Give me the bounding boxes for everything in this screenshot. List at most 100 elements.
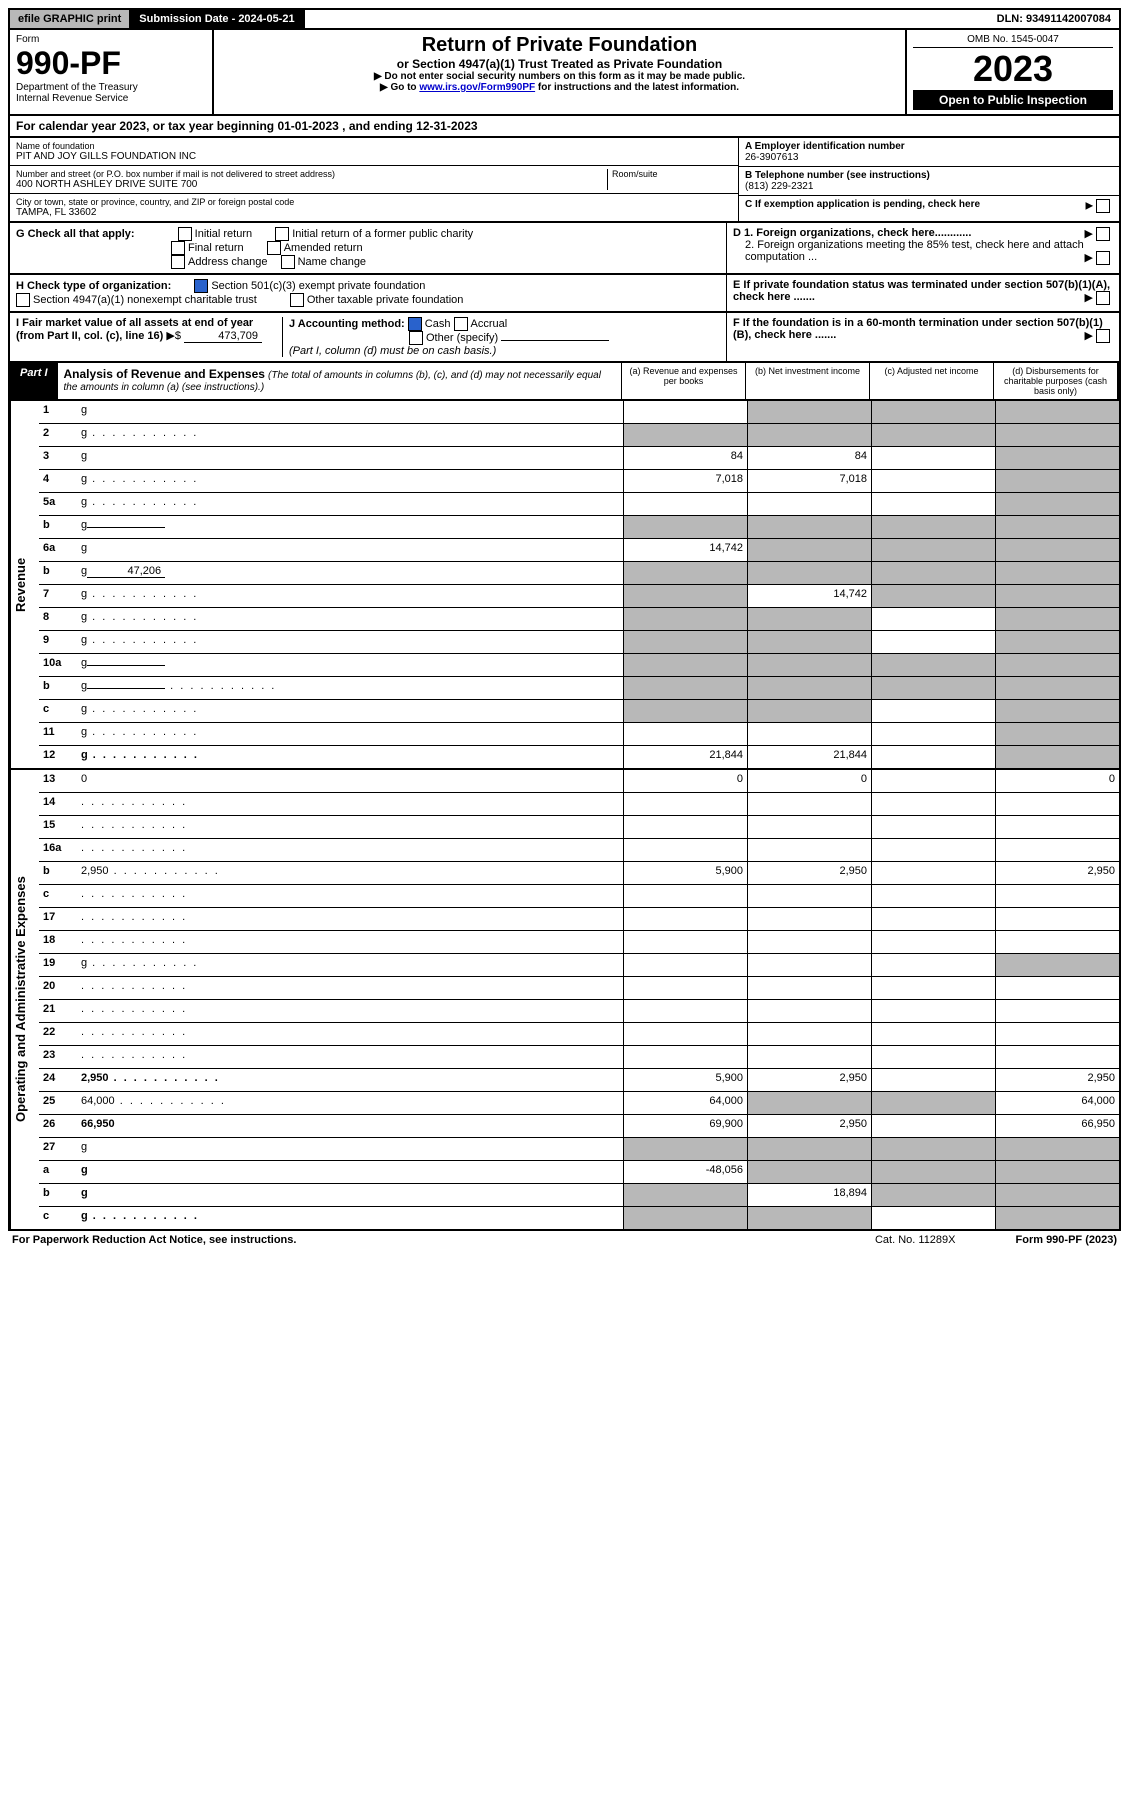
j-other[interactable]: [409, 331, 423, 345]
col-a-value: [623, 585, 747, 607]
line-description: g: [77, 1138, 623, 1160]
col-a-value: 5,900: [623, 862, 747, 884]
col-a-value: [623, 839, 747, 861]
col-a-header: (a) Revenue and expenses per books: [621, 363, 745, 399]
line-number: 13: [39, 770, 77, 792]
ein: 26-3907613: [745, 152, 1113, 163]
line-description: 64,000: [77, 1092, 623, 1114]
col-a-value: -48,056: [623, 1161, 747, 1183]
revenue-side-label: Revenue: [10, 401, 39, 768]
form-title: Return of Private Foundation: [220, 34, 899, 57]
col-a-value: 14,742: [623, 539, 747, 561]
foundation-name: PIT AND JOY GILLS FOUNDATION INC: [16, 151, 732, 162]
dln: DLN: 93491142007084: [989, 10, 1119, 28]
line-description: g: [77, 1161, 623, 1183]
col-b-value: [747, 608, 871, 630]
table-row: 9g: [39, 631, 1119, 654]
j-accrual[interactable]: [454, 317, 468, 331]
col-a-value: [623, 677, 747, 699]
col-d-value: 2,950: [995, 862, 1119, 884]
col-c-value: [871, 977, 995, 999]
g-name-change[interactable]: [281, 255, 295, 269]
table-row: bg: [39, 516, 1119, 539]
col-c-value: [871, 816, 995, 838]
col-c-value: [871, 1138, 995, 1160]
line-description: [77, 839, 623, 861]
h-other-taxable[interactable]: [290, 293, 304, 307]
form-subtitle: or Section 4947(a)(1) Trust Treated as P…: [220, 57, 899, 71]
col-c-value: [871, 931, 995, 953]
f-checkbox[interactable]: [1096, 329, 1110, 343]
j-note: (Part I, column (d) must be on cash basi…: [289, 345, 496, 357]
f-label: F If the foundation is in a 60-month ter…: [733, 317, 1103, 341]
g-amended[interactable]: [267, 241, 281, 255]
table-row: cg: [39, 700, 1119, 723]
line-description: [77, 1023, 623, 1045]
table-row: 18: [39, 931, 1119, 954]
col-c-value: [871, 677, 995, 699]
col-a-value: 0: [623, 770, 747, 792]
line-number: 11: [39, 723, 77, 745]
line-description: g: [77, 539, 623, 561]
i-j-f-row: I Fair market value of all assets at end…: [8, 313, 1121, 363]
line-description: g47,206: [77, 562, 623, 584]
col-a-value: [623, 631, 747, 653]
g-initial-former[interactable]: [275, 227, 289, 241]
h-501c3[interactable]: [194, 279, 208, 293]
table-row: 27g: [39, 1138, 1119, 1161]
tax-year: 2023: [913, 48, 1113, 90]
g-final-return[interactable]: [171, 241, 185, 255]
line-number: 2: [39, 424, 77, 446]
col-d-value: [995, 493, 1119, 515]
j-label: J Accounting method:: [289, 318, 405, 330]
col-c-value: [871, 562, 995, 584]
line-number: 4: [39, 470, 77, 492]
col-a-value: [623, 516, 747, 538]
col-b-value: 18,894: [747, 1184, 871, 1206]
d1-checkbox[interactable]: [1096, 227, 1110, 241]
col-c-value: [871, 1023, 995, 1045]
city-label: City or town, state or province, country…: [16, 197, 732, 207]
col-b-value: [747, 401, 871, 423]
omb-number: OMB No. 1545-0047: [913, 34, 1113, 48]
form-word: Form: [16, 34, 206, 45]
col-a-value: [623, 700, 747, 722]
line-number: 3: [39, 447, 77, 469]
col-b-value: 2,950: [747, 1069, 871, 1091]
table-row: 17: [39, 908, 1119, 931]
line-number: c: [39, 700, 77, 722]
efile-print-button[interactable]: efile GRAPHIC print: [10, 10, 131, 28]
col-b-value: [747, 562, 871, 584]
e-checkbox[interactable]: [1096, 291, 1110, 305]
col-a-value: [623, 816, 747, 838]
col-c-value: [871, 1000, 995, 1022]
col-b-value: [747, 977, 871, 999]
line-description: [77, 1000, 623, 1022]
d1-label: D 1. Foreign organizations, check here..…: [733, 227, 971, 239]
line-number: 8: [39, 608, 77, 630]
g-initial-return[interactable]: [178, 227, 192, 241]
col-c-value: [871, 539, 995, 561]
table-row: 19g: [39, 954, 1119, 977]
col-d-value: [995, 631, 1119, 653]
h-4947[interactable]: [16, 293, 30, 307]
col-b-value: [747, 1138, 871, 1160]
col-b-value: 21,844: [747, 746, 871, 768]
line-number: 5a: [39, 493, 77, 515]
line-number: 16a: [39, 839, 77, 861]
col-d-value: [995, 1023, 1119, 1045]
col-d-value: [995, 677, 1119, 699]
ein-label: A Employer identification number: [745, 141, 1113, 152]
line-description: 2,950: [77, 862, 623, 884]
irs: Internal Revenue Service: [16, 93, 206, 104]
expenses-table: Operating and Administrative Expenses 13…: [8, 770, 1121, 1231]
form-link[interactable]: www.irs.gov/Form990PF: [419, 82, 535, 93]
col-a-value: 7,018: [623, 470, 747, 492]
col-c-value: [871, 654, 995, 676]
j-cash[interactable]: [408, 317, 422, 331]
g-address-change[interactable]: [171, 255, 185, 269]
col-b-value: [747, 1000, 871, 1022]
c-checkbox[interactable]: [1096, 199, 1110, 213]
col-b-value: [747, 954, 871, 976]
d2-checkbox[interactable]: [1096, 251, 1110, 265]
